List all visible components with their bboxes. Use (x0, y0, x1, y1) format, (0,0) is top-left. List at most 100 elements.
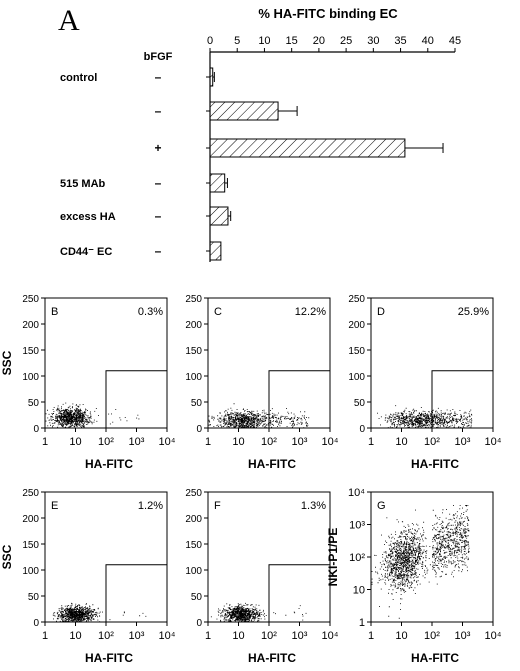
y-tick-label: 0 (33, 618, 39, 629)
y-tick-label: 0 (359, 424, 365, 435)
y-tick-label: 250 (348, 294, 365, 305)
y-tick-label: 100 (185, 372, 202, 383)
y-tick-label: 50 (191, 398, 203, 409)
bar (209, 138, 406, 158)
y-tick-label: 200 (348, 320, 365, 331)
x-tick-label: 10 (232, 630, 244, 642)
flow-panel-e: E 1.2% 1 10 10² 10³ 10⁴ 0 50 100 150 200 250 HA-FITC S… (0, 488, 176, 665)
x-tick-label: 10⁴ (322, 630, 339, 642)
x-tick-label: 10 (232, 436, 244, 448)
bfgf-value: – (155, 70, 162, 84)
bfgf-header: bFGF (144, 51, 173, 63)
y-tick-label: 10 (353, 585, 365, 597)
x-tick-label: 10⁴ (159, 436, 176, 448)
y-axis-label: SSC (0, 544, 14, 569)
flow-panel-c: C 12.2% 1 10 10² 10³ 10⁴ 0 50 100 150 200 250 HA-FITC (185, 294, 338, 471)
x-tick-label: 10² (98, 630, 114, 642)
bfgf-value: + (154, 141, 161, 155)
gate-region (268, 564, 330, 622)
y-axis-label: NKI-P1/PE (326, 528, 340, 587)
flow-panel-g: G 1 10 10² 10³ 10⁴ 1 10 10² 10³ 10⁴ HA-FITC NKI-P1/P… (326, 487, 502, 665)
x-tick-label: 1 (368, 630, 374, 642)
y-tick-label: 200 (22, 320, 39, 331)
x-tick-label: 10³ (292, 436, 308, 448)
scatter-dots (377, 405, 473, 429)
y-tick-label: 150 (22, 540, 39, 551)
panel-letter: E (51, 500, 58, 512)
bar (209, 173, 226, 193)
gate-region (268, 370, 330, 428)
percent-label: 12.2% (295, 306, 326, 318)
x-tick-label: 10³ (129, 630, 145, 642)
bar (209, 206, 229, 226)
bar-chart: 0 5 10 15 20 25 30 35 40 45 control – – +515 MAb – exce… (60, 35, 461, 262)
x-tick-label: 40 (422, 35, 434, 47)
scatter-dots (210, 602, 307, 623)
bar (209, 101, 279, 121)
x-tick-label: 10³ (455, 436, 471, 448)
x-tick-label: 10⁴ (159, 630, 176, 642)
x-tick-label: 10⁴ (485, 630, 502, 642)
x-axis-label: HA-FITC (248, 457, 296, 471)
flow-panels: B 0.3%1 10 10² 10³ 10⁴050100150200250HA-FITCS… (0, 294, 502, 665)
x-tick-label: 15 (286, 35, 298, 47)
bfgf-value: – (155, 209, 162, 223)
percent-label: 25.9% (458, 306, 489, 318)
percent-label: 0.3% (138, 306, 163, 318)
x-tick-label: 10 (395, 436, 407, 448)
x-tick-label: 30 (367, 35, 379, 47)
percent-label: 1.3% (301, 500, 326, 512)
y-tick-label: 250 (22, 488, 39, 499)
gate-region (105, 370, 167, 428)
y-tick-label: 250 (185, 294, 202, 305)
y-tick-label: 250 (22, 294, 39, 305)
x-tick-label: 10² (261, 436, 277, 448)
plot-frame (370, 491, 494, 623)
y-tick-label: 50 (191, 592, 203, 603)
panel-a-letter: A (58, 4, 80, 37)
x-tick-label: 10 (258, 35, 270, 47)
x-tick-label: 0 (207, 35, 213, 47)
y-tick-label: 200 (22, 514, 39, 525)
x-tick-label: 10² (424, 630, 440, 642)
y-tick-label: 1 (359, 617, 365, 629)
scatter-dots (208, 403, 310, 429)
x-tick-label: 20 (313, 35, 325, 47)
x-tick-label: 10² (261, 630, 277, 642)
y-tick-label: 150 (348, 346, 365, 357)
y-tick-label: 100 (22, 566, 39, 577)
x-tick-label: 5 (234, 35, 240, 47)
y-tick-label: 50 (28, 398, 40, 409)
x-tick-label: 10³ (129, 436, 145, 448)
y-tick-label: 0 (196, 618, 202, 629)
x-tick-label: 35 (394, 35, 406, 47)
flow-panel-f: F 1.3% 1 10 10² 10³ 10⁴ 0 50 100 150 200 250 HA-FITC (185, 488, 338, 665)
panel-letter: B (51, 306, 58, 318)
y-tick-label: 100 (185, 566, 202, 577)
y-tick-label: 100 (22, 372, 39, 383)
x-tick-label: 45 (449, 35, 461, 47)
scatter-dots (45, 402, 140, 429)
x-tick-label: 1 (368, 436, 374, 448)
x-tick-label: 10 (69, 630, 81, 642)
y-tick-label: 100 (348, 372, 365, 383)
y-axis-label: SSC (0, 350, 14, 375)
bar (209, 241, 222, 261)
y-tick-label: 250 (185, 488, 202, 499)
y-tick-label: 150 (185, 346, 202, 357)
panel-letter: D (377, 306, 385, 318)
x-tick-label: 10³ (455, 630, 471, 642)
x-tick-label: 10² (424, 436, 440, 448)
panel-letter: F (214, 500, 221, 512)
x-tick-label: 10⁴ (322, 436, 339, 448)
category-label: CD44⁻ EC (60, 246, 112, 258)
x-tick-label: 1 (205, 436, 211, 448)
y-tick-label: 50 (354, 398, 366, 409)
bar (209, 67, 214, 87)
flow-panel-d: D 25.9% 1 10 10² 10³ 10⁴ 0 50 100 150 200 250 HA-FITC (348, 294, 501, 471)
panel-letter: C (214, 306, 222, 318)
x-axis-label: HA-FITC (248, 651, 296, 665)
bfgf-value: – (155, 104, 162, 118)
y-tick-label: 200 (185, 514, 202, 525)
